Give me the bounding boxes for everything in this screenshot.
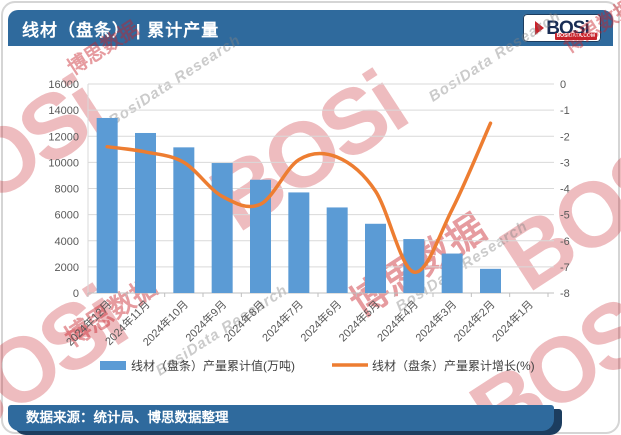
left-axis-tick-label: 8000 <box>55 184 79 196</box>
bar <box>250 179 271 293</box>
header-bar: 线材（盘条） | 累计产量 BOSi BOSIDATA.COM <box>8 10 613 46</box>
legend-line-label: 线材（盘条）产量累计增长(%) <box>372 358 535 373</box>
right-axis-tick-label: -1 <box>560 105 570 117</box>
right-axis-tick-label: -3 <box>560 157 570 169</box>
bar <box>403 239 425 293</box>
footer-bar: 数据来源：统计局、博思数据整理 <box>8 405 554 431</box>
bar <box>135 132 156 293</box>
page-title: 线材（盘条） | 累计产量 <box>22 20 220 40</box>
bar <box>480 268 501 293</box>
right-axis-tick-label: 0 <box>560 79 566 91</box>
right-axis-tick-label: -5 <box>560 210 570 222</box>
right-axis-tick-label: -8 <box>560 288 570 300</box>
bar <box>326 207 348 293</box>
bar <box>173 147 195 293</box>
bar <box>441 253 463 293</box>
bosi-logo: BOSi BOSIDATA.COM <box>523 14 601 42</box>
data-source-note: 数据来源：统计局、博思数据整理 <box>26 410 229 425</box>
bar <box>288 192 310 293</box>
left-axis-tick-label: 12000 <box>48 131 79 143</box>
left-axis-tick-label: 16000 <box>48 79 79 91</box>
legend-bar-swatch <box>100 361 126 370</box>
chart-canvas: 0 2000 4000 6000 8000 10000 12000 14000 16000 0 -1… <box>48 79 570 373</box>
x-axis-label: 2024年1月 <box>489 297 536 344</box>
left-axis-tick-label: 14000 <box>48 105 79 117</box>
bar <box>365 223 386 293</box>
logo-domain: BOSIDATA.COM <box>554 33 597 40</box>
chart-area: 0 2000 4000 6000 8000 10000 12000 14000 16000 0 -1… <box>8 46 613 401</box>
left-axis-tick-label: 2000 <box>55 262 79 274</box>
left-axis-tick-label: 4000 <box>55 236 79 248</box>
right-axis-tick-label: -6 <box>560 236 570 248</box>
left-axis-tick-label: 6000 <box>55 210 79 222</box>
left-axis-tick-label: 0 <box>73 288 79 300</box>
right-axis-tick-label: -7 <box>560 262 570 274</box>
legend-bar-label: 线材（盘条）产量累计值(万吨) <box>131 358 295 373</box>
logo-text: BOSi <box>546 17 589 39</box>
logo-triangle-icon <box>535 21 545 35</box>
bar <box>211 163 233 293</box>
right-axis-tick-label: -4 <box>560 184 570 196</box>
right-axis-tick-label: -2 <box>560 131 570 143</box>
trend-line <box>105 121 493 274</box>
left-axis-tick-label: 10000 <box>48 157 79 169</box>
bar <box>96 117 118 294</box>
